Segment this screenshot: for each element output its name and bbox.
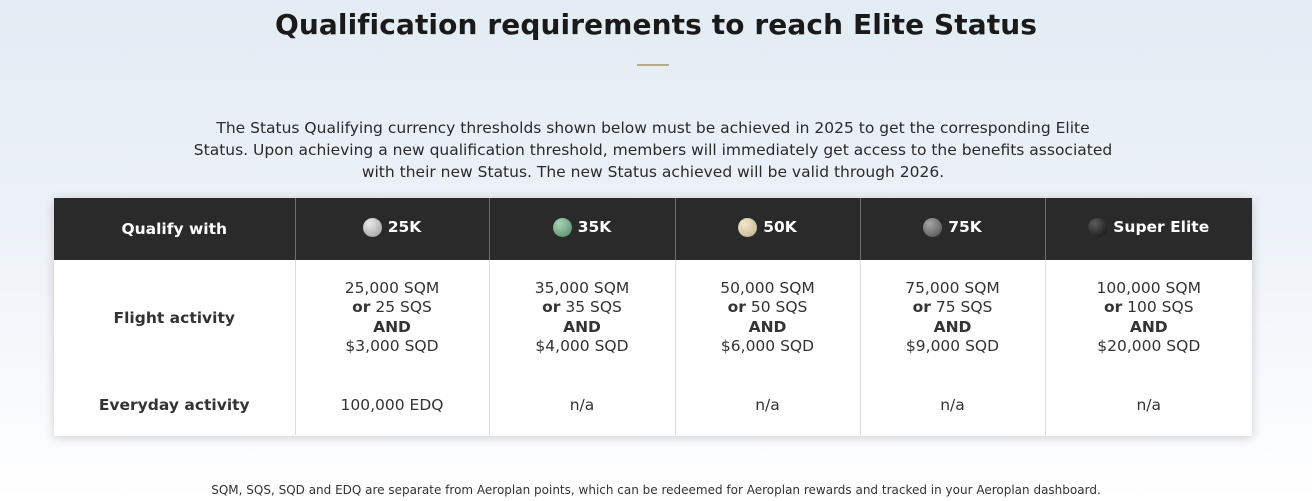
and-word: AND	[933, 317, 972, 336]
or-word: or	[542, 298, 561, 316]
beige-dot-icon	[738, 217, 758, 237]
sqm-value: 75,000 SQM	[905, 278, 1000, 297]
flight-cell-50k: 50,000 SQM or 50 SQS AND $6,000 SQD	[674, 260, 860, 375]
gray-dot-icon	[923, 217, 943, 237]
tier-label: 50K	[763, 218, 797, 236]
flight-cell-25k: 25,000 SQM or 25 SQS AND $3,000 SQD	[294, 260, 489, 375]
or-word: or	[1103, 298, 1123, 316]
everyday-cell-75k: n/a	[859, 375, 1045, 435]
header-tier-35k: 35K	[488, 198, 675, 260]
table-row-everyday-activity: Everyday activity 100,000 EDQ n/a n/a n/…	[54, 375, 1252, 435]
footnote: SQM, SQS, SQD and EDQ are separate from …	[211, 483, 1101, 497]
and-word: AND	[748, 317, 787, 336]
qualification-table-card: Qualify with 25K 35K 50K 75K Super Elite	[54, 198, 1252, 436]
header-tier-25k: 25K	[294, 198, 489, 260]
sqm-value: 35,000 SQM	[534, 278, 630, 297]
and-word: AND	[563, 317, 601, 336]
everyday-cell-50k: n/a	[674, 375, 860, 435]
sqd-value: $9,000 SQD	[905, 337, 1000, 355]
and-word: AND	[373, 317, 411, 336]
tier-label: Super Elite	[1113, 218, 1210, 236]
header-qualify-with: Qualify with	[54, 198, 295, 260]
black-dot-icon	[1088, 217, 1108, 237]
sqm-value: 50,000 SQM	[720, 278, 815, 297]
sqs-value: 75 SQS	[930, 298, 993, 316]
header-tier-75k: 75K	[859, 198, 1045, 260]
or-word: or	[352, 298, 371, 316]
tier-label: 25K	[387, 218, 422, 236]
or-word: or	[727, 298, 746, 316]
intro-paragraph: The Status Qualifying currency threshold…	[193, 118, 1113, 181]
and-word: AND	[1129, 317, 1168, 336]
qualification-table: Qualify with 25K 35K 50K 75K Super Elite	[54, 198, 1252, 435]
row-label-everyday-activity: Everyday activity	[98, 396, 250, 414]
sqd-value: $4,000 SQD	[535, 337, 629, 355]
or-word: or	[912, 298, 931, 316]
row-label-flight-activity: Flight activity	[113, 308, 235, 327]
sqm-value: 25,000 SQM	[344, 278, 440, 297]
page-title: Qualification requirements to reach Elit…	[274, 8, 1038, 41]
flight-cell-super-elite: 100,000 SQM or 100 SQS AND $20,000 SQD	[1044, 260, 1252, 375]
header-tier-50k: 50K	[674, 198, 860, 260]
tier-label: 75K	[948, 218, 982, 236]
everyday-cell-35k: n/a	[488, 375, 675, 435]
sqd-value: $6,000 SQD	[720, 337, 815, 355]
sqs-value: 25 SQS	[370, 298, 432, 316]
everyday-cell-25k: 100,000 EDQ	[294, 375, 489, 435]
silver-dot-icon	[362, 217, 382, 237]
flight-cell-75k: 75,000 SQM or 75 SQS AND $9,000 SQD	[859, 260, 1045, 375]
sqs-value: 100 SQS	[1122, 298, 1194, 316]
sqm-value: 100,000 SQM	[1096, 278, 1201, 297]
tier-label: 35K	[577, 218, 612, 236]
sqd-value: $3,000 SQD	[345, 337, 439, 355]
sqd-value: $20,000 SQD	[1097, 337, 1201, 355]
everyday-cell-super-elite: n/a	[1044, 375, 1252, 435]
sqs-value: 35 SQS	[560, 298, 622, 316]
green-dot-icon	[552, 217, 572, 237]
table-row-flight-activity: Flight activity 25,000 SQM or 25 SQS AND…	[54, 260, 1252, 375]
flight-cell-35k: 35,000 SQM or 35 SQS AND $4,000 SQD	[488, 260, 675, 375]
header-tier-super-elite: Super Elite	[1044, 198, 1252, 260]
table-header-row: Qualify with 25K 35K 50K 75K Super Elite	[54, 198, 1252, 260]
sqs-value: 50 SQS	[745, 298, 808, 316]
title-divider	[637, 64, 669, 66]
